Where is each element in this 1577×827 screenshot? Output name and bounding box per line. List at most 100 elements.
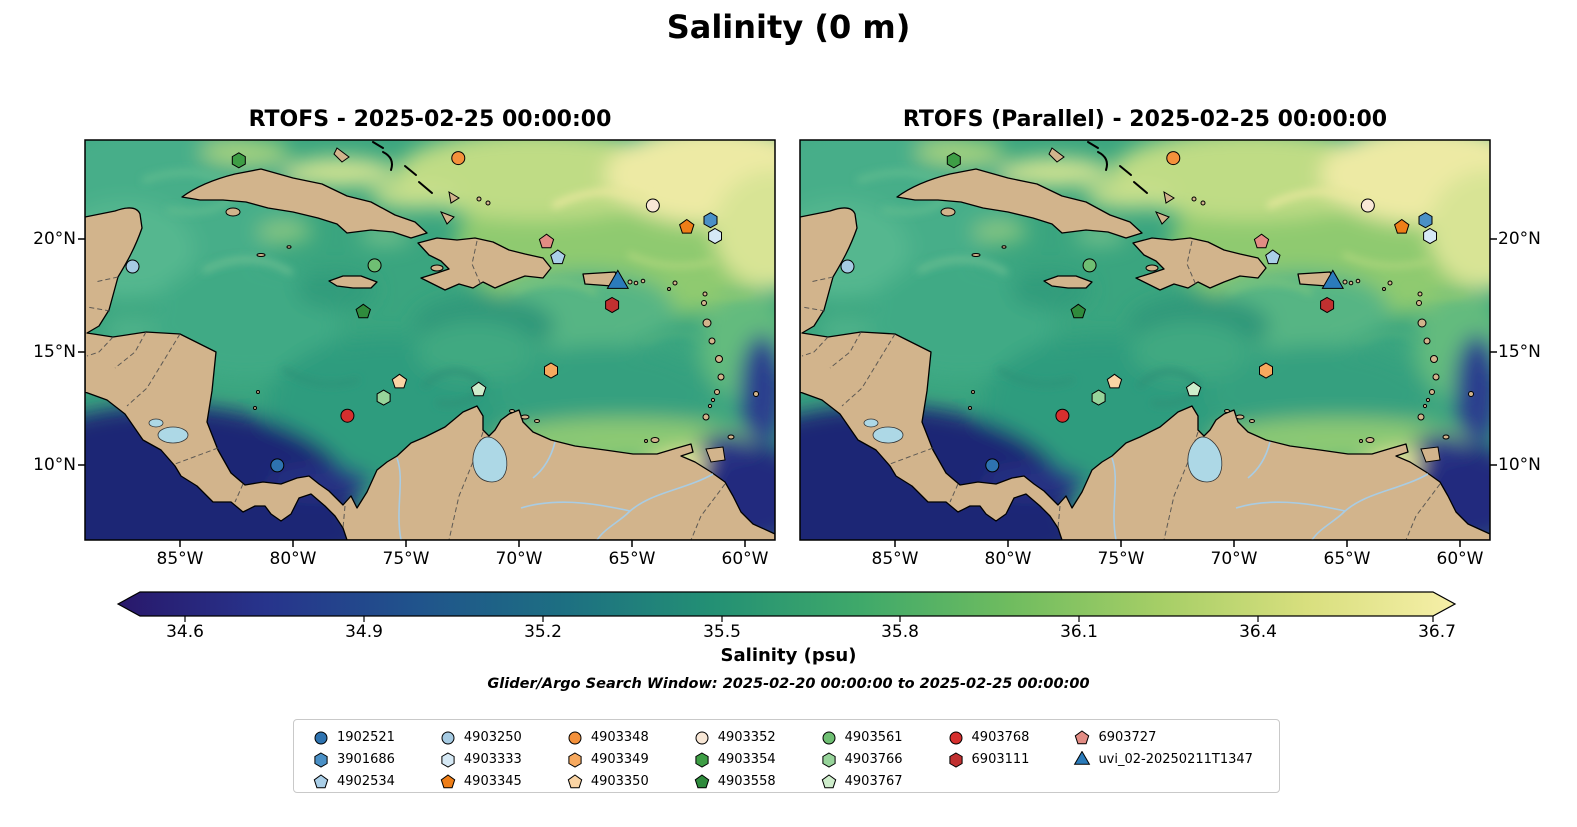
pentagon-marker-icon xyxy=(567,773,583,788)
marker-uvi_02-20250211T1347 xyxy=(606,269,630,289)
colorbar-tick-label: 35.8 xyxy=(881,622,919,642)
circle-marker-icon xyxy=(441,731,455,744)
lat-tick-label: 10°N xyxy=(1498,455,1541,475)
legend-entry: 4903767 xyxy=(820,771,903,792)
legend-entry-label: uvi_02-20250211T1347 xyxy=(1098,752,1253,767)
legend-entry: 4903561 xyxy=(820,727,903,748)
legend-column: 4903352 4903354 4903558 xyxy=(693,727,776,792)
marker-4903350 xyxy=(1106,373,1123,389)
marker-4903768 xyxy=(340,408,355,423)
legend: 1902521 3901686 4902534 4903250 4903333 49033… xyxy=(293,719,1280,793)
legend-column: 4903250 4903333 4903345 xyxy=(439,727,522,792)
marker-4903561 xyxy=(367,258,382,273)
marker-4903333 xyxy=(1423,227,1437,245)
colorbar-tick-label: 34.9 xyxy=(345,622,383,642)
hexagon-marker-icon xyxy=(822,751,836,768)
marker-uvi_02-20250211T1347 xyxy=(1321,269,1345,289)
marker-4903558 xyxy=(355,303,371,319)
colorbar-tick-label: 34.6 xyxy=(166,622,204,642)
colorbar xyxy=(116,591,1457,622)
legend-entry: 4903349 xyxy=(566,749,649,770)
marker-4903250 xyxy=(125,259,140,274)
circle-marker-icon xyxy=(822,731,836,744)
colorbar-tick-label: 36.4 xyxy=(1239,622,1277,642)
map-rtofs xyxy=(78,139,776,547)
pentagon-marker-icon xyxy=(440,773,456,788)
marker-4903354 xyxy=(231,152,246,169)
hexagon-marker-icon xyxy=(314,751,328,768)
lat-tick-label: 20°N xyxy=(1498,229,1541,249)
marker-4903354 xyxy=(946,152,961,169)
legend-entry-label: 4903333 xyxy=(463,752,522,767)
marker-4903766 xyxy=(1091,389,1106,406)
marker-6903727 xyxy=(538,233,555,249)
marker-4903350 xyxy=(391,373,408,389)
lon-tick-label: 80°W xyxy=(984,549,1032,569)
legend-entry: 4903766 xyxy=(820,749,903,770)
circle-marker-icon xyxy=(695,731,709,744)
lon-tick-label: 75°W xyxy=(382,549,430,569)
legend-entry: 4903354 xyxy=(693,749,776,770)
marker-4903558 xyxy=(1070,303,1086,319)
search-window-note: Glider/Argo Search Window: 2025-02-20 00… xyxy=(487,676,1090,692)
triangle-marker-icon xyxy=(1074,750,1091,765)
legend-column: 1902521 3901686 4902534 xyxy=(312,727,395,792)
marker-1902521 xyxy=(985,458,1000,473)
legend-entry-label: 3901686 xyxy=(337,752,395,767)
marker-4903766 xyxy=(376,389,391,406)
legend-entry: 4903558 xyxy=(693,771,776,792)
lon-tick-label: 70°W xyxy=(1210,549,1258,569)
marker-3901686 xyxy=(703,212,718,229)
colorbar-tick-label: 35.2 xyxy=(524,622,562,642)
legend-entry-label: 4903768 xyxy=(971,730,1030,745)
pentagon-marker-icon xyxy=(821,773,836,788)
legend-entry: 4903333 xyxy=(439,749,522,770)
legend-column: 4903561 4903766 4903767 xyxy=(820,727,903,792)
marker-4903348 xyxy=(1166,151,1181,166)
legend-entry-label: 4903348 xyxy=(590,730,649,745)
colorbar-tick-label: 35.5 xyxy=(703,622,741,642)
circle-marker-icon xyxy=(949,731,963,744)
legend-column: 6903727 uvi_02-20250211T1347 xyxy=(1073,727,1253,770)
marker-4903767 xyxy=(1185,381,1202,397)
marker-4903561 xyxy=(1082,258,1097,273)
pentagon-marker-icon xyxy=(313,773,329,788)
legend-entry: 1902521 xyxy=(312,727,395,748)
lon-tick-label: 80°W xyxy=(269,549,317,569)
legend-entry-label: 4902534 xyxy=(337,774,395,789)
legend-column: 4903768 6903111 xyxy=(947,727,1030,770)
lon-tick-label: 65°W xyxy=(608,549,656,569)
legend-entry-label: 6903111 xyxy=(971,752,1030,767)
legend-entry-label: 1902521 xyxy=(337,730,395,745)
hexagon-marker-icon xyxy=(948,751,963,768)
pentagon-marker-icon xyxy=(1075,729,1090,744)
legend-entry: 4903352 xyxy=(693,727,776,748)
marker-4903349 xyxy=(1259,362,1273,379)
legend-entry: 6903727 xyxy=(1073,727,1252,748)
legend-entry-label: 4903354 xyxy=(717,752,776,767)
legend-entry: 4903345 xyxy=(439,771,522,792)
subplot-title-rtofs: RTOFS - 2025-02-25 00:00:00 xyxy=(248,107,612,132)
lon-tick-label: 60°W xyxy=(1436,549,1484,569)
legend-entry-label: 4903250 xyxy=(463,730,522,745)
legend-entry-label: 4903767 xyxy=(844,774,903,789)
lon-tick-label: 75°W xyxy=(1097,549,1145,569)
lon-tick-label: 70°W xyxy=(495,549,543,569)
legend-entry-label: 4903352 xyxy=(717,730,776,745)
lon-tick-label: 85°W xyxy=(871,549,919,569)
lon-tick-label: 85°W xyxy=(156,549,204,569)
marker-4903333 xyxy=(708,227,722,245)
marker-6903727 xyxy=(1253,233,1270,249)
legend-entry: uvi_02-20250211T1347 xyxy=(1073,749,1253,770)
marker-4903349 xyxy=(544,362,558,379)
axis-ticks xyxy=(78,238,746,547)
lat-tick-label: 10°N xyxy=(33,455,76,475)
marker-4902534 xyxy=(550,249,566,265)
legend-entry: 4903250 xyxy=(439,727,522,748)
map-rtofs-parallel xyxy=(799,139,1497,547)
marker-4903250 xyxy=(840,259,855,274)
lat-tick-label: 15°N xyxy=(33,342,76,362)
legend-entry: 4902534 xyxy=(312,771,395,792)
lat-tick-label: 15°N xyxy=(1498,342,1541,362)
marker-4903352 xyxy=(1360,198,1375,213)
